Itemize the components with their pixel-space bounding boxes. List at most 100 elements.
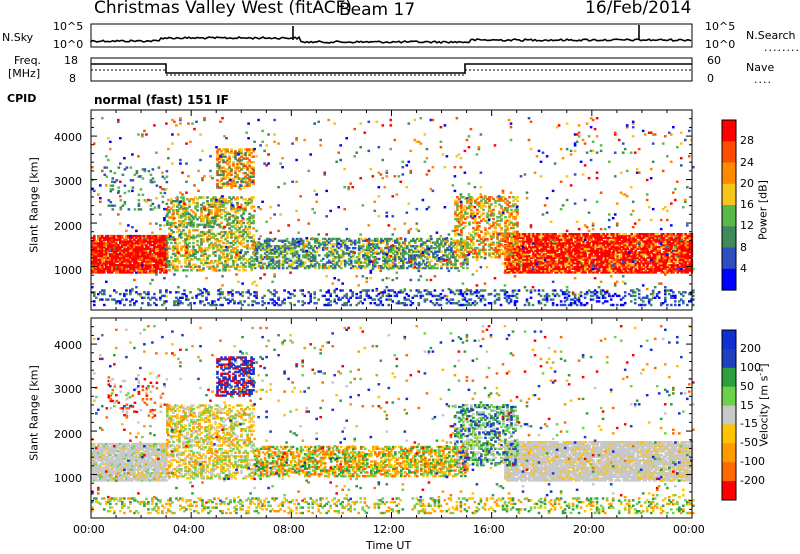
heatmap-cell	[518, 267, 521, 270]
heatmap-cell	[93, 245, 96, 249]
heatmap-cell	[530, 247, 533, 250]
heatmap-cell	[133, 240, 136, 243]
heatmap-cell	[600, 238, 603, 241]
heatmap-cell	[542, 267, 545, 270]
heatmap-cell	[558, 256, 561, 260]
heatmap-cell	[315, 250, 319, 253]
heatmap-cell	[518, 249, 521, 252]
heatmap-cell	[540, 260, 543, 263]
heatmap-cell	[632, 271, 635, 274]
heatmap-cell	[508, 262, 511, 265]
heatmap-cell	[550, 271, 553, 274]
heatmap-cell	[680, 240, 684, 243]
heatmap-cell	[568, 247, 571, 250]
heatmap-cell	[159, 253, 162, 256]
heatmap-cell	[584, 256, 587, 260]
heatmap-cell	[642, 242, 645, 245]
heatmap-cell	[147, 264, 150, 267]
heatmap-cell	[646, 262, 649, 265]
heatmap-cell	[107, 245, 110, 249]
heatmap-cell	[602, 251, 605, 254]
heatmap-cell	[642, 254, 645, 258]
heatmap-cell	[103, 254, 106, 258]
heatmap-cell	[564, 258, 567, 261]
heatmap-cell	[129, 271, 132, 274]
heatmap-cell	[650, 244, 653, 247]
heatmap-cell	[586, 238, 589, 241]
heatmap-cell	[157, 234, 160, 238]
heatmap-cell	[510, 256, 513, 260]
heatmap-cell	[512, 254, 515, 258]
heatmap-cell	[538, 234, 541, 238]
heatmap-cell	[135, 254, 138, 258]
heatmap-cell	[682, 262, 686, 265]
heatmap-cell	[660, 271, 663, 274]
heatmap-cell	[93, 267, 96, 270]
heatmap-cell	[568, 258, 571, 261]
heatmap-cell	[512, 247, 515, 250]
heatmap-cell	[99, 260, 102, 263]
heatmap-cell	[506, 258, 509, 261]
heatmap-cell	[103, 238, 106, 241]
heatmap-cell	[528, 267, 531, 270]
heatmap-cell	[614, 260, 617, 263]
heatmap-cell	[630, 233, 633, 236]
heatmap-cell	[646, 240, 649, 243]
heatmap-cell	[620, 234, 623, 238]
heatmap-cell	[530, 262, 533, 265]
heatmap-cell	[552, 242, 555, 245]
heatmap-cell	[668, 242, 672, 245]
heatmap-cell	[674, 264, 678, 267]
heatmap-cell	[596, 240, 599, 243]
heatmap-cell	[504, 269, 507, 272]
heatmap-cell	[656, 238, 659, 241]
heatmap-cell	[660, 265, 663, 269]
heatmap-cell	[91, 254, 94, 258]
heatmap-cell	[626, 245, 629, 249]
heatmap-cell	[504, 262, 507, 265]
heatmap-cell	[149, 258, 152, 261]
heatmap-cell	[586, 242, 589, 245]
heatmap-cell	[141, 258, 144, 261]
heatmap-cell	[514, 260, 517, 263]
heatmap-cell	[618, 269, 621, 272]
heatmap-cell	[534, 238, 537, 241]
heatmap-cell	[143, 251, 146, 254]
heatmap-cell	[252, 250, 255, 254]
heatmap-cell	[684, 264, 688, 267]
heatmap-cell	[117, 258, 120, 261]
heatmap-cell	[101, 256, 104, 260]
heatmap-cell	[680, 245, 684, 249]
heatmap-cell	[524, 238, 527, 241]
heatmap-cell	[123, 254, 126, 258]
heatmap-cell	[131, 267, 134, 270]
heatmap-cell	[574, 262, 577, 265]
heatmap-cell	[534, 265, 537, 269]
heatmap-cell	[610, 256, 613, 260]
heatmap-cell	[572, 254, 575, 258]
heatmap-cell	[109, 254, 112, 258]
heatmap-cell	[570, 236, 573, 240]
heatmap-cell	[582, 262, 585, 265]
heatmap-cell	[133, 238, 136, 241]
heatmap-cell	[620, 265, 623, 269]
heatmap-cell	[127, 251, 130, 254]
heatmap-cell	[230, 148, 233, 151]
heatmap-cell	[149, 262, 152, 265]
heatmap-cell	[588, 253, 591, 256]
heatmap-cell	[654, 234, 657, 238]
heatmap-cell	[540, 256, 543, 260]
heatmap-cell	[624, 256, 627, 260]
heatmap-cell	[155, 267, 158, 270]
heatmap-cell	[550, 242, 553, 245]
heatmap-cell	[596, 244, 599, 247]
heatmap-cell	[512, 267, 515, 270]
heatmap-cell	[628, 267, 631, 270]
heatmap-cell	[624, 236, 627, 240]
heatmap-cell	[626, 244, 629, 247]
heatmap-cell	[508, 258, 511, 261]
heatmap-cell	[566, 262, 569, 265]
heatmap-cell	[634, 269, 637, 272]
heatmap-cell	[538, 254, 541, 258]
heatmap-cell	[570, 260, 573, 263]
